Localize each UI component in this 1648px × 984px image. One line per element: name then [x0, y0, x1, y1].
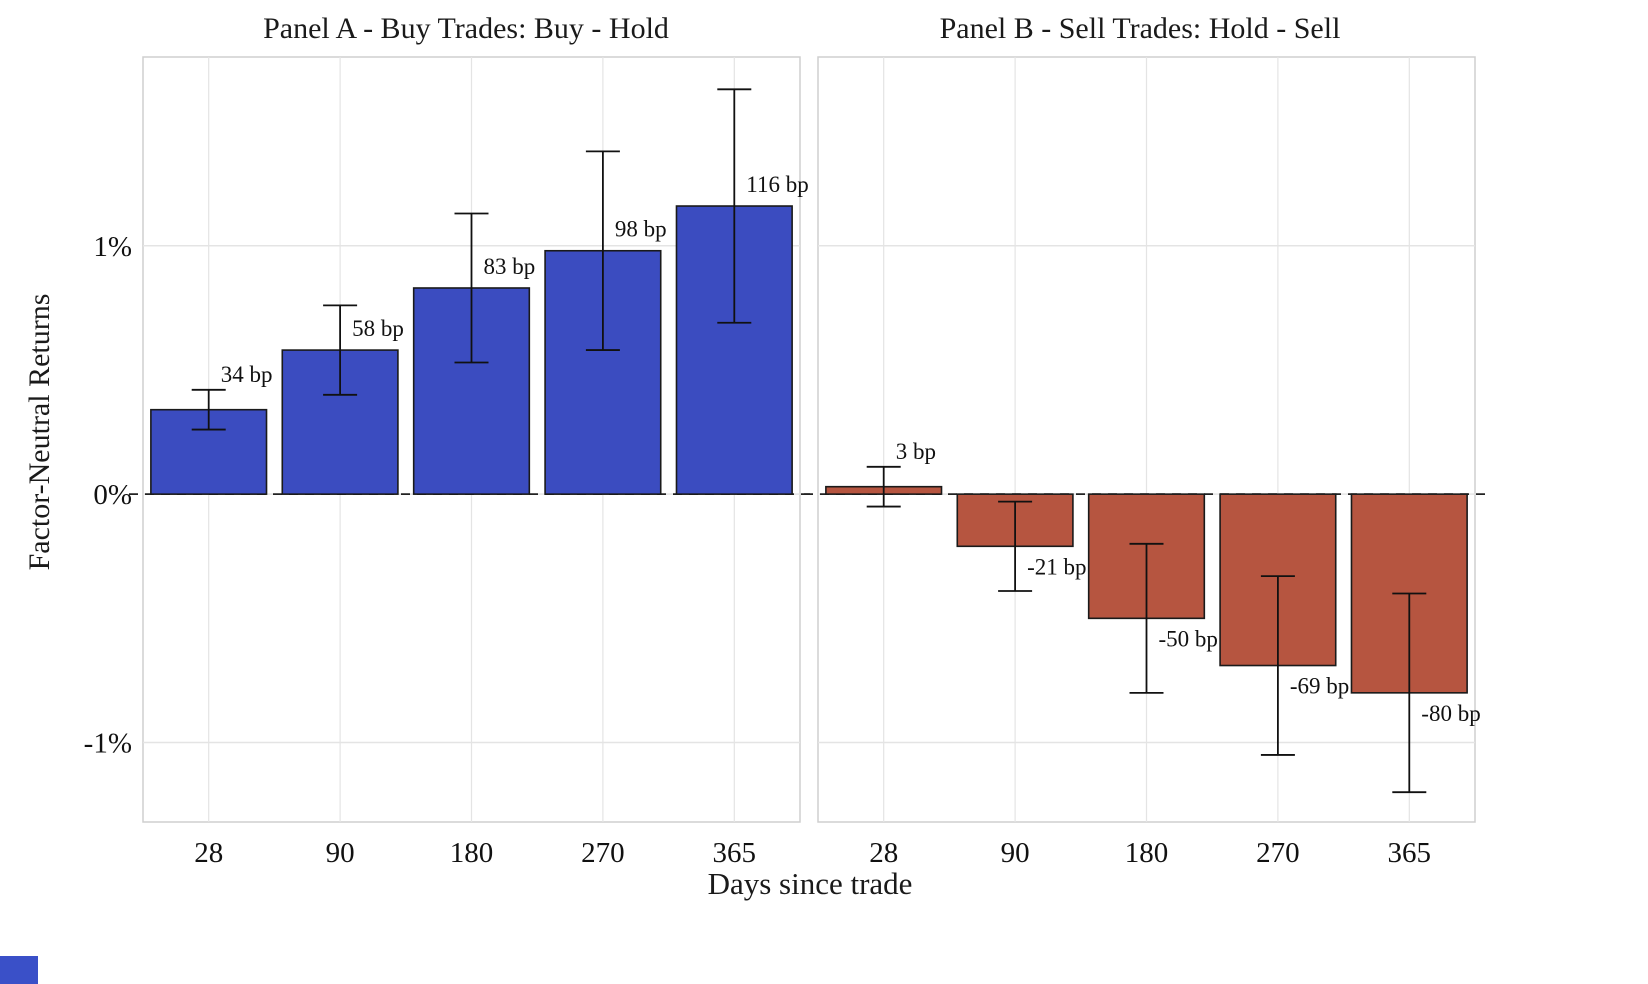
error-bar	[717, 88, 752, 324]
x-axis-label: Days since trade	[707, 866, 913, 901]
x-tick-label: 270	[581, 837, 625, 869]
bar-label: -80 bp	[1421, 701, 1480, 726]
bar-label: 83 bp	[484, 254, 536, 279]
error-bar	[998, 500, 1033, 592]
x-tick-label: 90	[1001, 837, 1030, 869]
error-bar	[1129, 542, 1164, 694]
bar-label: 34 bp	[221, 362, 273, 387]
bar-label: -50 bp	[1159, 626, 1218, 651]
corner-artifact	[0, 956, 38, 984]
x-tick-label: 180	[450, 837, 494, 869]
x-tick-label: 90	[326, 837, 355, 869]
x-tick-label: 28	[869, 837, 898, 869]
x-tick-label: 270	[1256, 837, 1300, 869]
error-bar	[1260, 575, 1295, 756]
y-tick-label: 0%	[93, 479, 132, 511]
x-tick-label: 28	[194, 837, 223, 869]
x-tick-label: 365	[1388, 837, 1432, 869]
x-tick-label: 180	[1125, 837, 1169, 869]
panel-a-title: Panel A - Buy Trades: Buy - Hold	[263, 12, 669, 45]
error-bar	[866, 465, 901, 508]
error-bar	[1392, 592, 1427, 794]
bar-label: 116 bp	[746, 172, 808, 197]
bar-label: 58 bp	[352, 316, 404, 341]
y-tick-label: 1%	[93, 231, 132, 263]
error-bar	[323, 304, 358, 396]
panel-b-title: Panel B - Sell Trades: Hold - Sell	[939, 12, 1341, 45]
bar-label: -69 bp	[1290, 674, 1349, 699]
bar-label: 3 bp	[896, 439, 936, 464]
bar-label: -21 bp	[1027, 554, 1086, 579]
error-bar	[585, 150, 620, 351]
x-tick-label: 365	[713, 837, 757, 869]
bar-label: 98 bp	[615, 217, 667, 242]
error-bar	[191, 388, 226, 431]
y-tick-label: -1%	[84, 728, 132, 760]
error-bar	[454, 212, 489, 364]
